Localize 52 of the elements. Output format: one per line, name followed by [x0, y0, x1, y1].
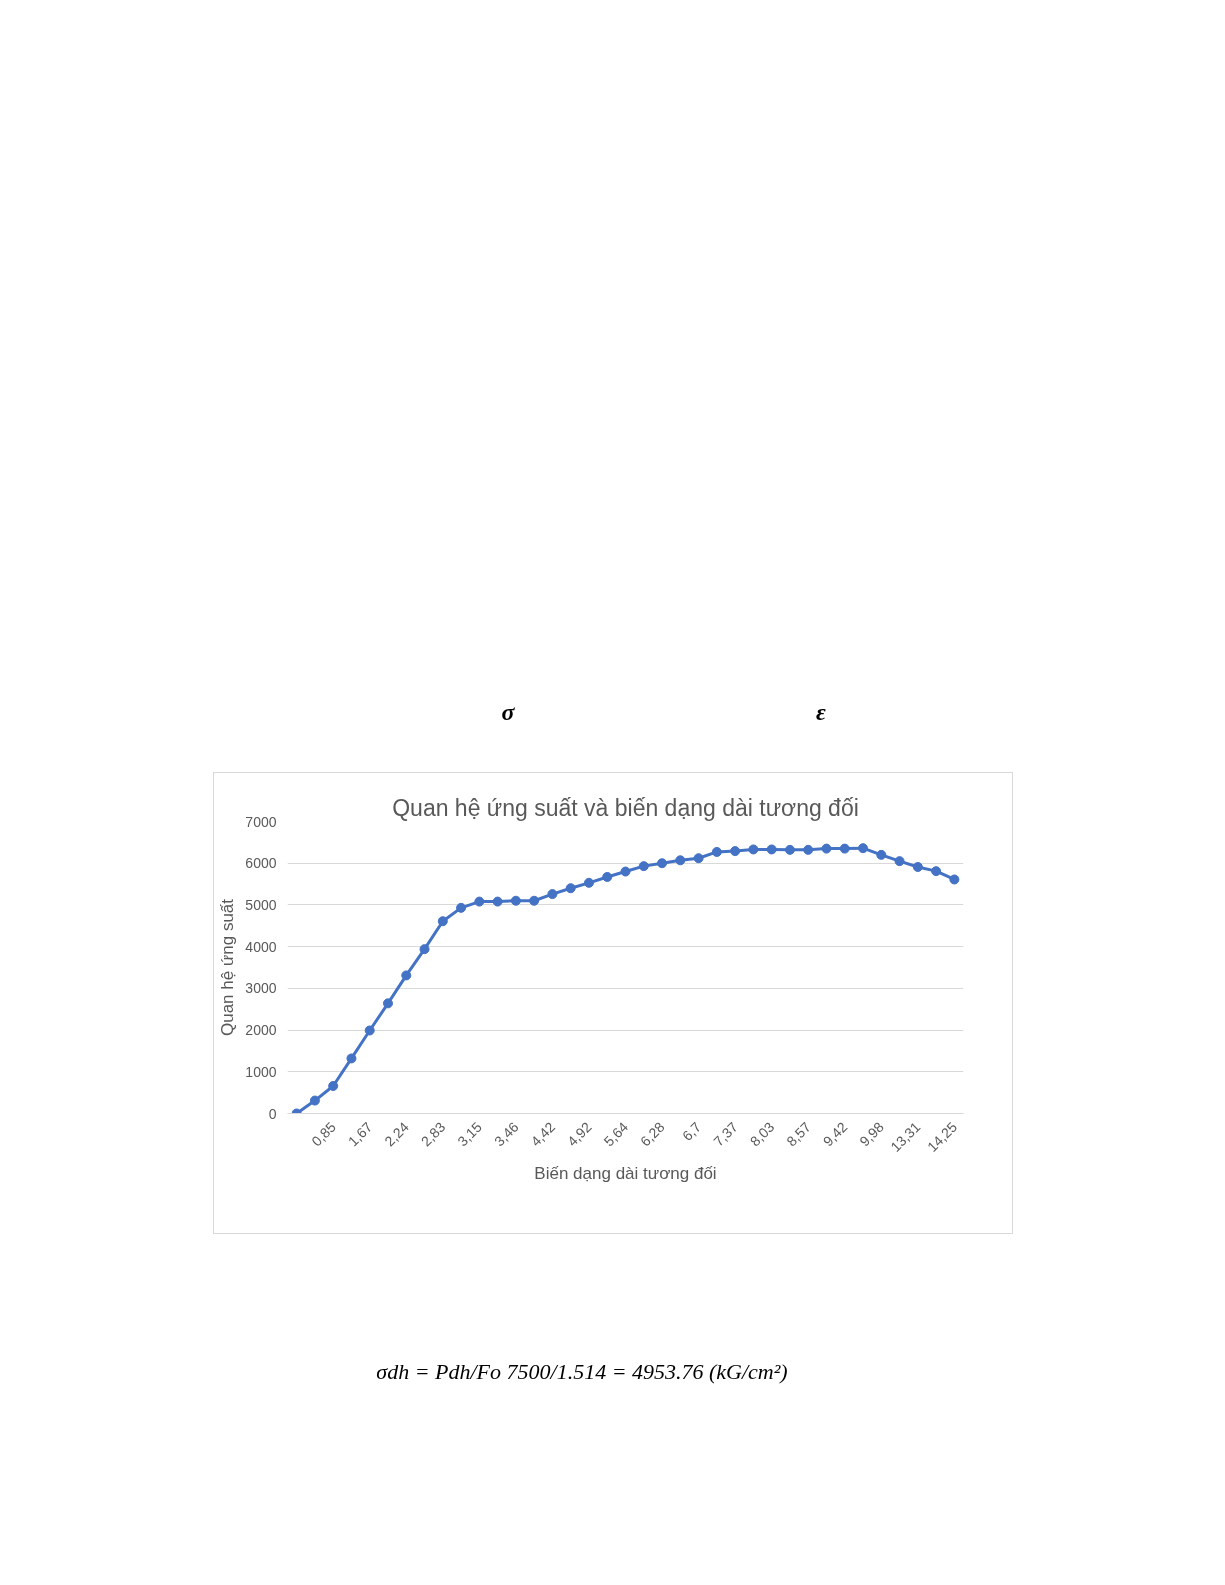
y-tick-label: 1000: [245, 1063, 277, 1080]
point: [346, 1053, 357, 1064]
point: [657, 858, 668, 869]
point: [876, 849, 887, 860]
point: [912, 861, 923, 872]
point: [401, 970, 412, 981]
y-tick-label: 2000: [245, 1022, 277, 1039]
text: σdh = Pdh/Fo 7500/1.514 = 4953.76 (kG/cm²): [376, 1358, 788, 1387]
point: [711, 846, 722, 857]
point: [839, 843, 850, 854]
point: [583, 877, 594, 888]
point: [675, 855, 686, 866]
point: [456, 902, 467, 913]
point: [510, 895, 521, 906]
y-tick-label: 3000: [245, 980, 277, 997]
point: [492, 896, 503, 907]
point: [620, 866, 631, 877]
point: [547, 889, 558, 900]
point: [894, 856, 905, 867]
point: [309, 1095, 320, 1106]
text: ε: [816, 697, 826, 727]
x-axis-title: Biến dạng dài tương đối: [534, 1164, 717, 1184]
y-axis-title: Quan hệ ứng suất: [218, 898, 238, 1037]
point: [784, 844, 795, 855]
point: [858, 843, 869, 854]
point: [730, 846, 741, 857]
text: σ: [501, 697, 515, 727]
y-tick-label: 4000: [245, 938, 277, 955]
x-tick-label: 4,92: [564, 1118, 595, 1150]
point: [949, 874, 960, 885]
point: [693, 853, 704, 864]
point: [602, 871, 613, 882]
point: [328, 1080, 339, 1091]
point: [474, 896, 485, 907]
point: [638, 861, 649, 872]
point: [821, 843, 832, 854]
point: [364, 1025, 375, 1036]
y-tick-label: 5000: [245, 896, 277, 913]
y-tick-label: 0: [268, 1105, 277, 1122]
point: [565, 883, 576, 894]
point: [803, 844, 814, 855]
y-tick-label: 7000: [245, 813, 277, 830]
point: [419, 944, 430, 955]
chart-title: Quan hệ ứng suất và biến dạng dài tương đối: [392, 794, 859, 821]
point: [766, 844, 777, 855]
point: [748, 844, 759, 855]
point: [529, 895, 540, 906]
y-tick-label: 6000: [245, 855, 277, 872]
x-tick-label: 6,7: [679, 1118, 705, 1144]
point: [931, 866, 942, 877]
point: [437, 916, 448, 927]
point: [382, 998, 393, 1009]
